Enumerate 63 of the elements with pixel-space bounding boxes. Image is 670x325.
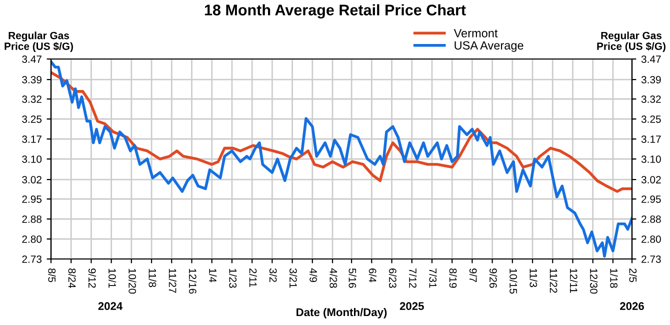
legend-label: USA Average: [454, 41, 524, 52]
y-tick-label: 2.95: [22, 196, 42, 203]
y2-tick-label: 3.10: [641, 156, 661, 163]
y2-tick-label: 2.73: [642, 256, 661, 263]
x-tick-label: 10/15: [510, 268, 518, 294]
x-tick-label: 11/27: [168, 268, 176, 293]
y2-axis-title: Regular Gas Price (US $/G): [597, 32, 666, 52]
y2-tick-label: 2.95: [642, 196, 661, 203]
x-tick-label: 12/30: [590, 268, 598, 294]
x-tick-label: 3/2: [269, 268, 278, 282]
y-tick-label: 3.47: [22, 56, 42, 63]
line-series: [51, 60, 632, 258]
y2-tick-label: 3.32: [641, 96, 661, 103]
x-tick-label: 1/4: [209, 268, 217, 282]
x-tick-label: 2/5: [629, 268, 637, 282]
x-tick-label: 8/5: [48, 268, 56, 282]
x-tick-label: 1/23: [229, 268, 237, 288]
x-tick-label: 7/12: [409, 268, 417, 288]
x-tick-label: 2/11: [249, 268, 257, 288]
y2-tick-label: 3.47: [641, 56, 661, 63]
x-tick-label: 1/18: [610, 268, 618, 288]
y-tick-label: 3.39: [22, 76, 42, 84]
x-tick-label: 10/1: [108, 268, 116, 288]
y2-tick-label: 2.80: [642, 236, 661, 243]
x-tick-label: 6/4: [368, 268, 377, 282]
line-series: [51, 71, 632, 193]
x-tick-label: 11/22: [550, 268, 558, 293]
y-axis-title: Regular Gas Price (US $/G): [4, 32, 73, 52]
x2-tick-label: 2024: [98, 302, 123, 310]
y2-tick-label: 3.25: [641, 116, 661, 123]
x-tick-label: 5/16: [348, 268, 356, 288]
x-tick-label: 11/3: [530, 268, 538, 288]
x-tick-label: 11/8: [148, 268, 156, 288]
x-tick-label: 6/23: [388, 268, 397, 288]
y-tick-label: 3.17: [22, 136, 42, 143]
x-tick-label: 9/7: [469, 268, 478, 282]
y2-tick-label: 3.17: [641, 136, 661, 143]
y-tick-label: 2.80: [22, 236, 42, 243]
x-tick-label: 9/26: [490, 268, 498, 288]
chart-title: 18 Month Average Retail Price Chart: [204, 4, 466, 19]
x-axis-title: Date (Month/Day): [296, 308, 387, 318]
y-tick-label: 3.25: [22, 116, 42, 123]
x-tick-label: 9/12: [88, 268, 96, 288]
x-tick-label: 4/9: [310, 268, 318, 282]
y-tick-label: 3.10: [22, 156, 42, 163]
x-tick-label: 3/21: [289, 268, 298, 288]
y-tick-label: 2.88: [22, 216, 42, 223]
y-tick-label: 3.32: [22, 96, 42, 103]
x-tick-label: 12/11: [570, 268, 578, 293]
y-tick-label: 2.73: [22, 256, 42, 263]
x-tick-label: 4/28: [330, 268, 338, 288]
x-tick-label: 8/19: [449, 268, 457, 288]
legend-label: Vermont: [454, 29, 498, 38]
x2-tick-label: 2025: [400, 302, 424, 310]
y2-tick-label: 3.02: [641, 176, 661, 184]
y-tick-label: 3.02: [22, 176, 42, 184]
x-tick-label: 7/31: [429, 268, 437, 288]
y2-tick-label: 2.88: [642, 216, 661, 223]
x2-tick-label: 2026: [620, 302, 644, 310]
y2-tick-label: 3.39: [641, 76, 661, 84]
x-tick-label: 10/20: [128, 268, 136, 294]
x-tick-label: 8/24: [68, 268, 76, 288]
x-tick-label: 12/16: [188, 268, 197, 294]
